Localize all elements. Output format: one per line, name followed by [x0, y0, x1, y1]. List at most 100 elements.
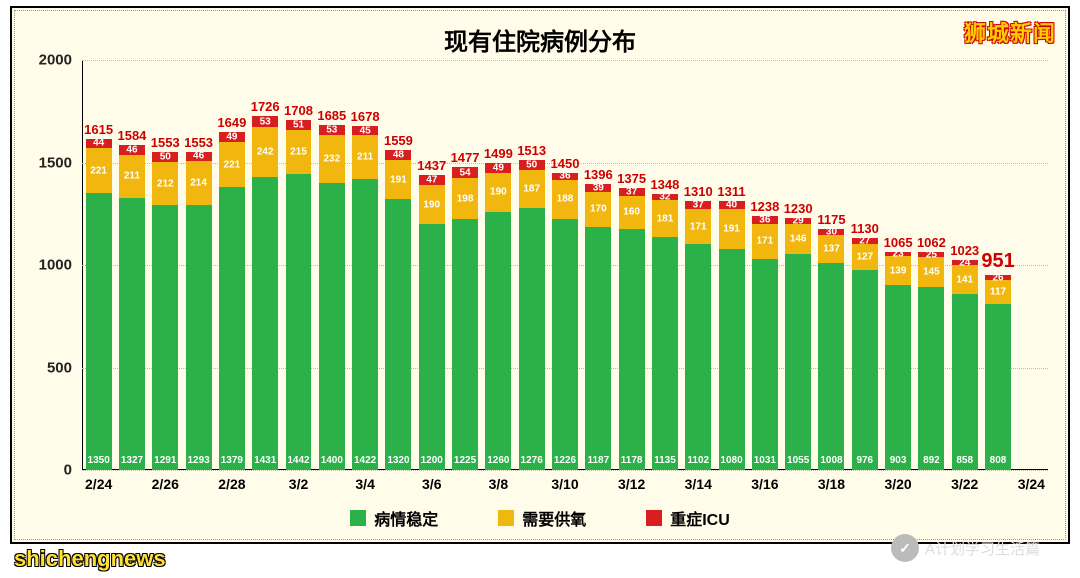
bar-segment: 49: [219, 132, 245, 142]
bar-total: 1130: [847, 221, 883, 238]
segment-value: 46: [186, 151, 212, 162]
bar-segment: 242: [252, 127, 278, 177]
bar-total: 1649: [214, 115, 250, 132]
segment-value: 170: [585, 204, 611, 215]
y-tick-label: 2000: [22, 52, 72, 69]
bar-segment: 141: [952, 265, 978, 294]
segment-value: 171: [752, 236, 778, 247]
bar-col: 1350221441615: [86, 60, 112, 470]
bar-total: 1348: [647, 177, 683, 194]
segment-value: 1431: [252, 455, 278, 466]
bar-segment: 53: [252, 116, 278, 127]
segment-value: 1400: [319, 455, 345, 466]
bar-segment: 36: [552, 173, 578, 180]
x-tick-label: 3/22: [951, 470, 978, 492]
bar-segment: 1135: [652, 237, 678, 470]
segment-value: 145: [918, 267, 944, 278]
bar-segment: 181: [652, 200, 678, 237]
bar-total: 1553: [180, 135, 216, 152]
bar-col: 1055146291230: [785, 60, 811, 470]
segment-value: 191: [719, 224, 745, 235]
bar-segment: 54: [452, 167, 478, 178]
segment-value: 40: [719, 200, 745, 211]
bar-segment: 1293: [186, 205, 212, 470]
plot-area: 0500100015002000 13502214416151327211461…: [82, 60, 1048, 470]
segment-value: 44: [86, 138, 112, 149]
bar-segment: 187: [519, 170, 545, 208]
bar-col: 1135181321348: [652, 60, 678, 470]
bar-segment: 46: [186, 152, 212, 161]
bar-segment: 48: [385, 150, 411, 160]
bar-segment: 50: [519, 160, 545, 170]
segment-value: 1276: [519, 455, 545, 466]
segment-value: 190: [419, 199, 445, 210]
bar-total: 1450: [547, 156, 583, 173]
bar-segment: 1379: [219, 187, 245, 470]
segment-value: 808: [985, 455, 1011, 466]
segment-value: 221: [219, 159, 245, 170]
legend-label-stable: 病情稳定: [374, 506, 438, 530]
bar-segment: 1442: [286, 174, 312, 470]
bar-total: 1553: [147, 135, 183, 152]
segment-value: 1442: [286, 455, 312, 466]
bar-col: 892145251062: [918, 60, 944, 470]
segment-value: 1135: [652, 455, 678, 466]
bar-col: 1187170391396: [585, 60, 611, 470]
bars-container: 1350221441615132721146158412912125015531…: [82, 60, 1048, 470]
segment-value: 46: [119, 145, 145, 156]
bar-segment: 1102: [685, 244, 711, 470]
bar-total: 1065: [880, 235, 916, 252]
bar-col: 1422211451678: [352, 60, 378, 470]
segment-value: 1031: [752, 455, 778, 466]
bar-total: 1477: [447, 150, 483, 167]
bar-segment: 32: [652, 194, 678, 201]
bar-segment: 1320: [385, 199, 411, 470]
x-tick-label: 3/18: [818, 470, 845, 492]
bar-col: 1400232531685: [319, 60, 345, 470]
segment-value: 242: [252, 146, 278, 157]
bar-segment: 1187: [585, 227, 611, 470]
bar-total: 951: [980, 250, 1016, 275]
segment-value: 1291: [152, 455, 178, 466]
segment-value: 232: [319, 154, 345, 165]
legend-item-oxygen: 需要供氧: [498, 506, 586, 530]
bar-col: 1008137301175: [818, 60, 844, 470]
x-tick-label: 3/8: [489, 470, 508, 492]
segment-value: 137: [818, 244, 844, 255]
bar-segment: 1400: [319, 183, 345, 470]
bar-segment: 50: [152, 152, 178, 162]
bar-segment: 212: [152, 162, 178, 205]
segment-value: 1422: [352, 455, 378, 466]
bar-col: 903139231065: [885, 60, 911, 470]
bar-total: 1499: [480, 146, 516, 163]
x-tick-label: 3/6: [422, 470, 441, 492]
bar-segment: 190: [419, 185, 445, 224]
bar-segment: 139: [885, 256, 911, 284]
bar-segment: 160: [619, 196, 645, 229]
bar-total: 1708: [280, 103, 316, 120]
segment-value: 1293: [186, 455, 212, 466]
bar-col: 1379221491649: [219, 60, 245, 470]
bar-segment: 188: [552, 180, 578, 219]
bar-total: 1437: [414, 158, 450, 175]
segment-value: 117: [985, 287, 1011, 298]
bar-col: 1327211461584: [119, 60, 145, 470]
bar-col: 1200190471437: [419, 60, 445, 470]
bar-segment: 214: [186, 161, 212, 205]
chart-frame: 狮城新闻 现有住院病例分布 0500100015002000 135022144…: [10, 6, 1070, 544]
bar-segment: 232: [319, 135, 345, 183]
segment-value: 892: [918, 455, 944, 466]
segment-value: 858: [952, 455, 978, 466]
x-tick-label: 3/20: [884, 470, 911, 492]
segment-value: 198: [452, 193, 478, 204]
segment-value: 1226: [552, 455, 578, 466]
bar-segment: 53: [319, 125, 345, 136]
bar-total: 1062: [913, 235, 949, 252]
legend-label-oxygen: 需要供氧: [522, 506, 586, 530]
bar-col: 1080191401311: [719, 60, 745, 470]
y-tick-label: 0: [22, 462, 72, 479]
segment-value: 976: [852, 455, 878, 466]
bar-segment: 1226: [552, 219, 578, 470]
segment-value: 188: [552, 194, 578, 205]
bar-segment: 1350: [86, 193, 112, 470]
